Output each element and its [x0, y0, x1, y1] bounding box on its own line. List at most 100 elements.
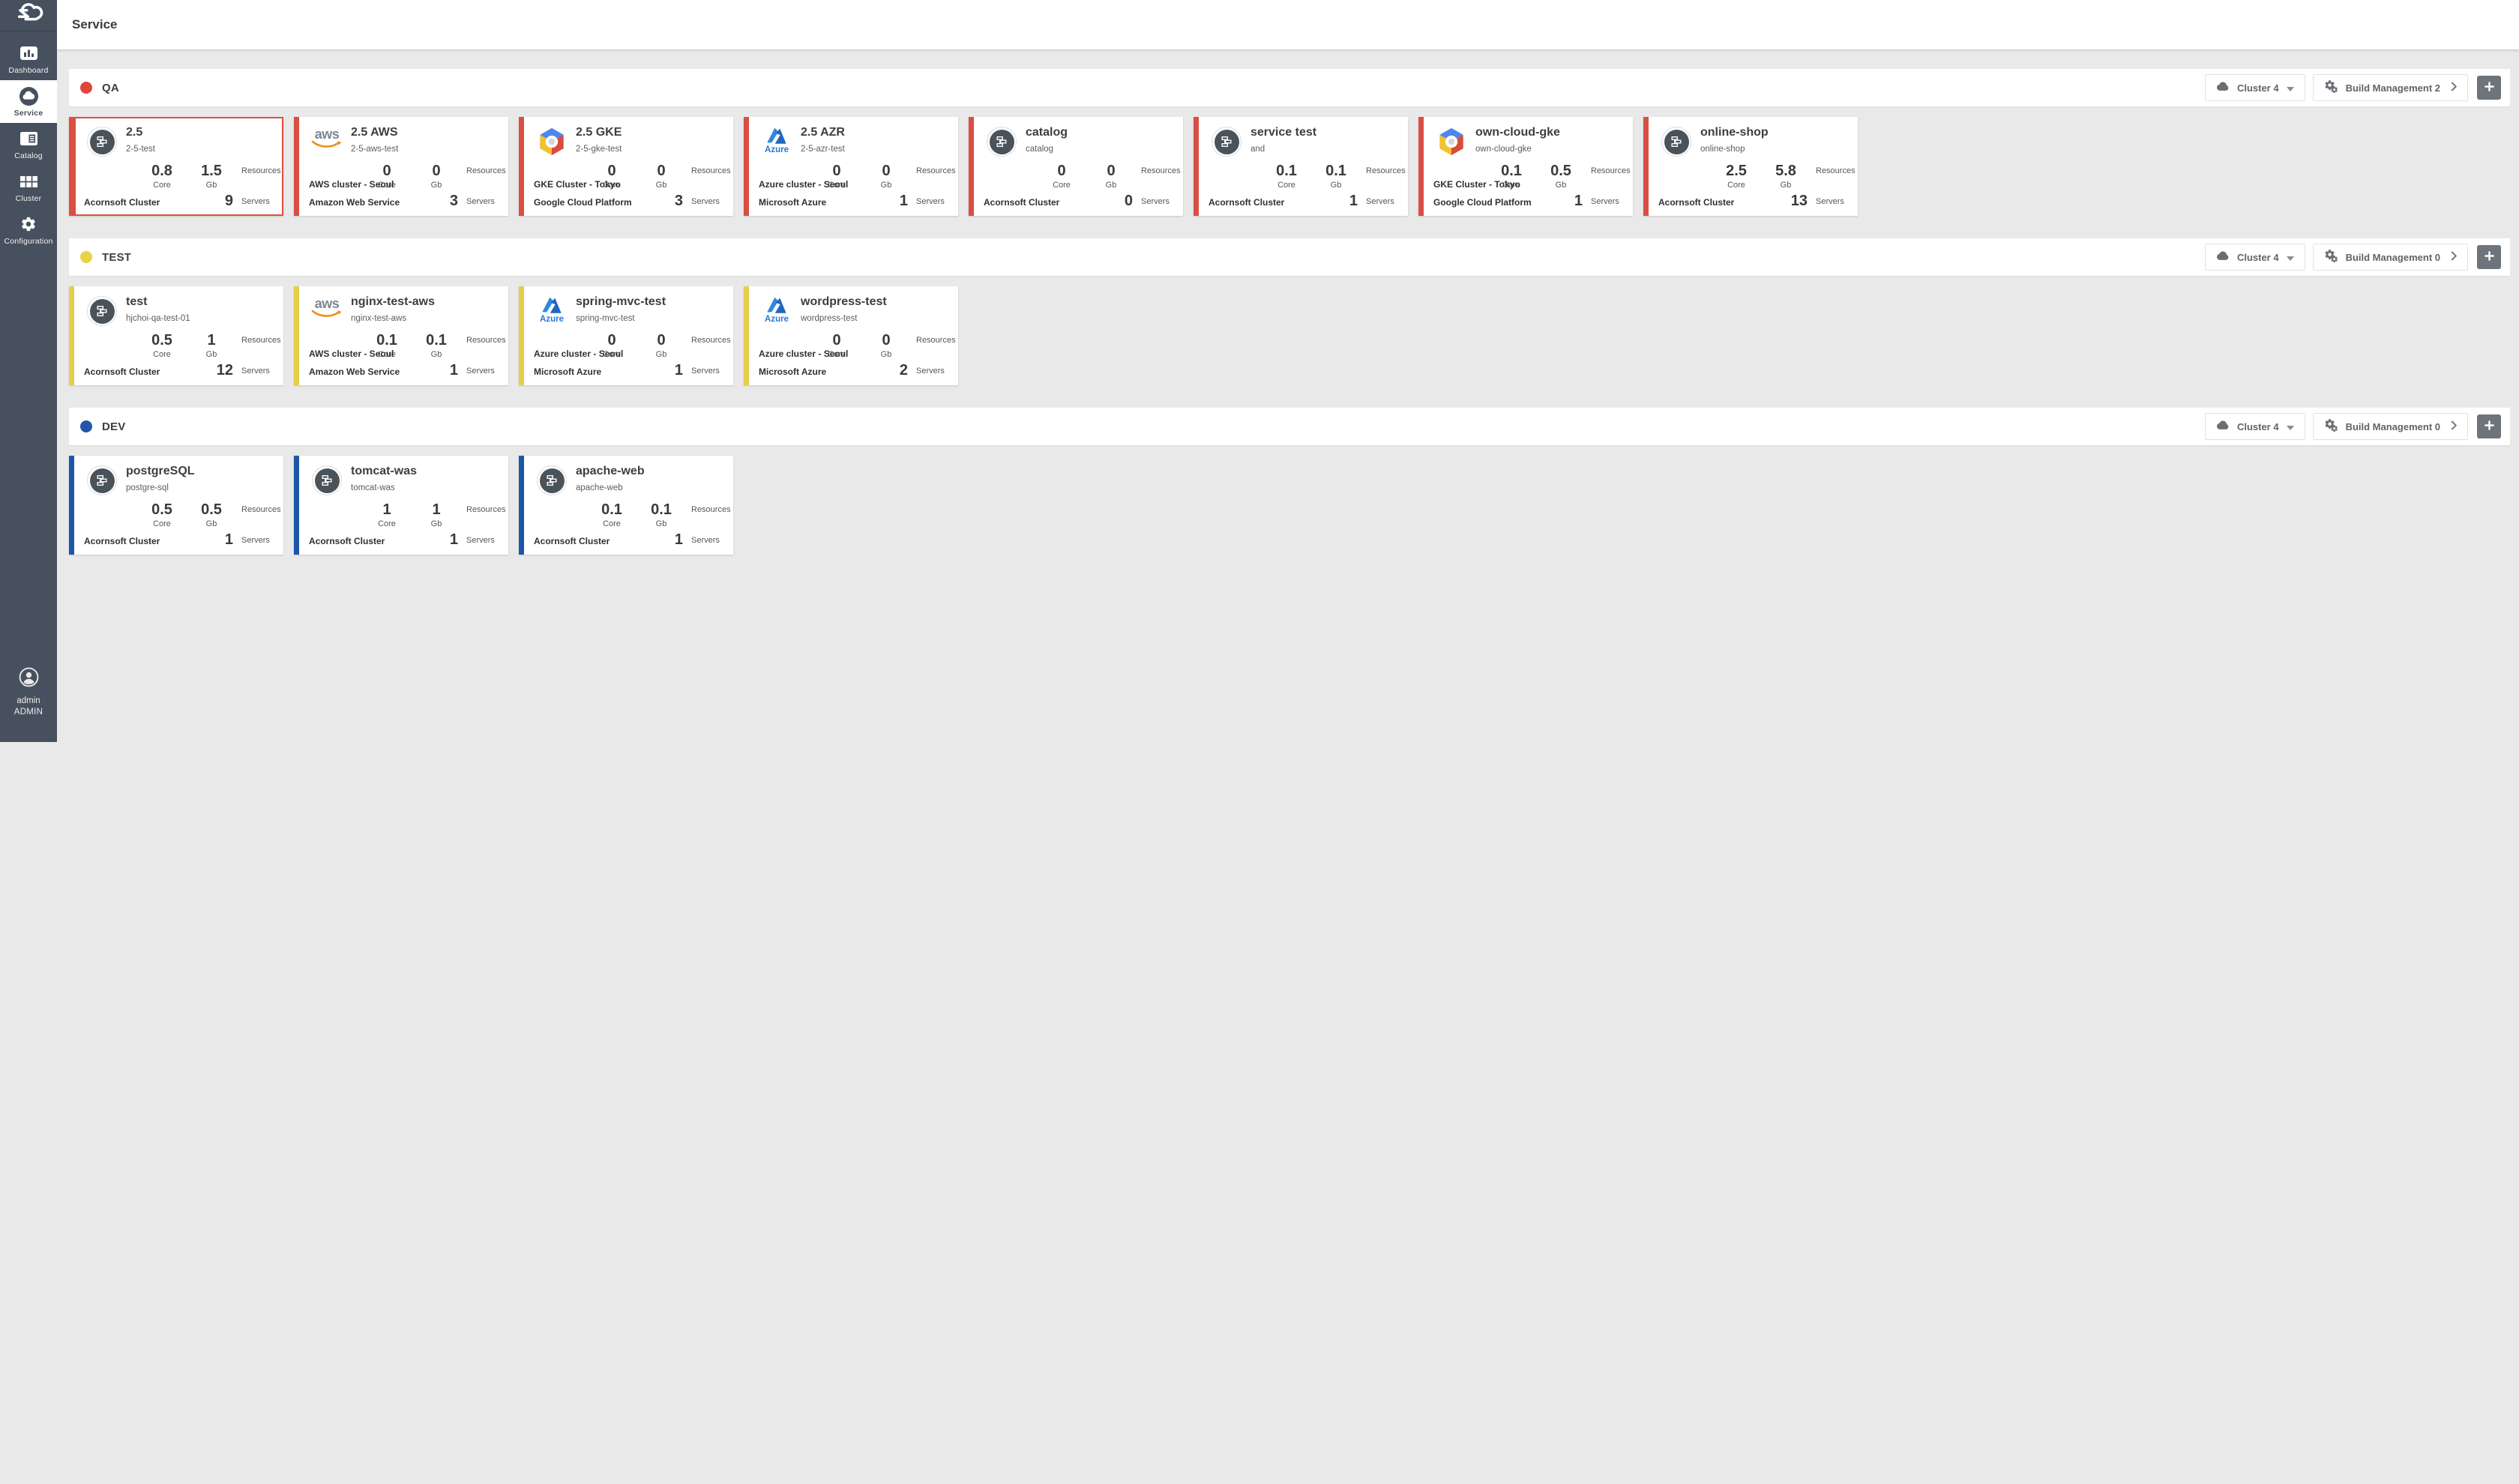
resources-label: Resources — [691, 166, 731, 175]
service-card[interactable]: aws Azure 2.5 GKE 2-5-gke-test 0 Core 0 … — [519, 117, 733, 216]
service-card[interactable]: aws Azure 2.5 AZR 2-5-azr-test 0 Core 0 … — [744, 117, 958, 216]
resources-row: 0.1 Core 0.1 Gb Resources — [592, 501, 730, 528]
core-value: 0 — [832, 163, 841, 179]
sidebar-item-cluster[interactable]: Cluster — [0, 166, 57, 208]
servers-label: Servers — [241, 366, 270, 375]
user-block[interactable]: admin ADMIN — [0, 667, 57, 742]
sidebar-item-dashboard[interactable]: Dashboard — [0, 37, 57, 80]
service-title: test — [126, 295, 148, 308]
service-card[interactable]: aws Azure online-shop online-shop 2.5 Co… — [1643, 117, 1858, 216]
build-management-button[interactable]: Build Management 0 — [2312, 244, 2468, 271]
cluster-select-button[interactable]: Cluster 4 — [2204, 413, 2305, 440]
cluster-name: Acornsoft Cluster — [84, 536, 160, 546]
cluster-name: Acornsoft Cluster — [1209, 197, 1285, 208]
environment-color-strip — [69, 286, 74, 385]
core-value: 0.1 — [601, 501, 622, 518]
core-unit-label: Core — [828, 350, 846, 359]
resources-row: 0.1 Core 0.1 Gb Resources — [367, 333, 506, 359]
cluster-info: AWS cluster - Seoul Amazon Web Service — [309, 179, 400, 208]
resources-label: Resources — [1591, 166, 1631, 175]
service-default-icon — [1661, 127, 1691, 157]
environment-color-strip — [294, 117, 299, 216]
add-service-button[interactable] — [2477, 414, 2501, 438]
servers-label: Servers — [691, 366, 720, 375]
section-actions: Cluster 4 Build Management 0 — [2204, 244, 2501, 271]
chevron-right-icon — [2451, 82, 2458, 94]
resources-label: Resources — [466, 336, 506, 345]
servers-value: 1 — [899, 193, 908, 209]
service-card[interactable]: aws Azure 2.5 2-5-test 0.8 Core 1.5 Gb R… — [69, 117, 283, 216]
service-card[interactable]: aws Azure tomcat-was tomcat-was 1 Core 1… — [294, 456, 508, 555]
servers-row: 12 Servers — [217, 362, 276, 379]
core-unit-label: Core — [828, 181, 846, 190]
memory-value: 0 — [1107, 163, 1116, 179]
section-cards: aws Azure postgreSQL postgre-sql 0.5 Cor… — [69, 456, 2510, 555]
core-value: 0 — [382, 163, 391, 179]
sidebar-item-configuration[interactable]: Configuration — [0, 208, 57, 251]
service-icon-slot: aws Azure — [307, 127, 347, 148]
service-icon-slot: aws Azure — [82, 127, 122, 157]
memory-value: 0 — [657, 332, 666, 349]
platform-name: Microsoft Azure — [759, 367, 827, 377]
memory-value: 0 — [882, 163, 891, 179]
resources-row: 0.8 Core 1.5 Gb Resources — [142, 163, 280, 190]
build-management-button[interactable]: Build Management 2 — [2312, 74, 2468, 101]
service-card[interactable]: aws Azure test hjchoi-qa-test-01 0.5 Cor… — [69, 286, 283, 385]
sidebar-item-catalog[interactable]: Catalog — [0, 123, 57, 166]
sidebar-item-service[interactable]: Service — [0, 80, 57, 123]
build-management-button[interactable]: Build Management 0 — [2312, 413, 2468, 440]
sidebar: Dashboard Service Catalog Cluster Config… — [0, 0, 57, 742]
build-management-label: Build Management 2 — [2345, 82, 2440, 94]
add-service-button[interactable] — [2477, 76, 2501, 100]
servers-row: 1 Servers — [1574, 193, 1625, 210]
azure-logo-text: Azure — [765, 145, 789, 154]
sidebar-item-label: Dashboard — [8, 66, 49, 75]
memory-group: 0 Gb — [867, 333, 906, 359]
service-card[interactable]: aws Azure apache-web apache-web 0.1 Core… — [519, 456, 733, 555]
cluster-select-button[interactable]: Cluster 4 — [2204, 74, 2305, 101]
environment-label: DEV — [102, 420, 126, 433]
memory-unit-label: Gb — [1555, 181, 1567, 190]
servers-value: 13 — [1790, 193, 1808, 209]
cluster-name: Acornsoft Cluster — [84, 197, 160, 208]
service-card[interactable]: aws Azure 2.5 AWS 2-5-aws-test 0 Core 0 … — [294, 117, 508, 216]
environment-color-strip — [1418, 117, 1424, 216]
service-card[interactable]: aws Azure postgreSQL postgre-sql 0.5 Cor… — [69, 456, 283, 555]
memory-value: 0 — [432, 163, 441, 179]
sidebar-item-label: Cluster — [15, 194, 42, 203]
resources-row: 0 Core 0 Gb Resources — [592, 163, 731, 190]
platform-name: Microsoft Azure — [759, 197, 827, 208]
core-unit-label: Core — [1727, 181, 1745, 190]
servers-value: 1 — [674, 531, 683, 548]
servers-row: 1 Servers — [675, 531, 726, 549]
resources-row: 0 Core 0 Gb Resources — [592, 332, 731, 359]
core-unit-label: Core — [603, 181, 621, 190]
platform-name: Google Cloud Platform — [1433, 197, 1532, 208]
section-cards: aws Azure 2.5 2-5-test 0.8 Core 1.5 Gb R… — [69, 117, 2510, 216]
gke-logo — [537, 127, 567, 157]
servers-row: 1 Servers — [900, 193, 951, 210]
service-card[interactable]: aws Azure catalog catalog 0 Core 0 Gb Re… — [969, 117, 1183, 216]
service-card[interactable]: aws Azure nginx-test-aws nginx-test-aws … — [294, 286, 508, 385]
servers-value: 1 — [674, 362, 683, 378]
user-role: ADMIN — [13, 708, 43, 717]
cluster-info: Azure cluster - Seoul Microsoft Azure — [759, 349, 848, 377]
service-card[interactable]: aws Azure wordpress-test wordpress-test … — [744, 286, 958, 385]
cluster-info: Acornsoft Cluster — [1209, 197, 1284, 208]
servers-label: Servers — [241, 196, 270, 206]
cluster-info: Azure cluster - Seoul Microsoft Azure — [534, 349, 623, 377]
resources-row: 0 Core 0 Gb Resources — [817, 163, 956, 190]
platform-name: Amazon Web Service — [309, 197, 400, 208]
page-header: Service — [57, 0, 2519, 49]
app-logo[interactable] — [0, 0, 57, 31]
add-service-button[interactable] — [2477, 245, 2501, 269]
chevron-down-icon — [2286, 82, 2294, 94]
cluster-select-button[interactable]: Cluster 4 — [2204, 244, 2305, 271]
environment-color-strip — [744, 117, 749, 216]
service-card[interactable]: aws Azure service test and 0.1 Core 0.1 … — [1194, 117, 1408, 216]
memory-group: 0.1 Gb — [642, 502, 681, 528]
service-card[interactable]: aws Azure spring-mvc-test spring-mvc-tes… — [519, 286, 733, 385]
memory-unit-label: Gb — [205, 350, 217, 359]
memory-unit-label: Gb — [655, 350, 667, 359]
service-card[interactable]: aws Azure own-cloud-gke own-cloud-gke 0.… — [1418, 117, 1633, 216]
